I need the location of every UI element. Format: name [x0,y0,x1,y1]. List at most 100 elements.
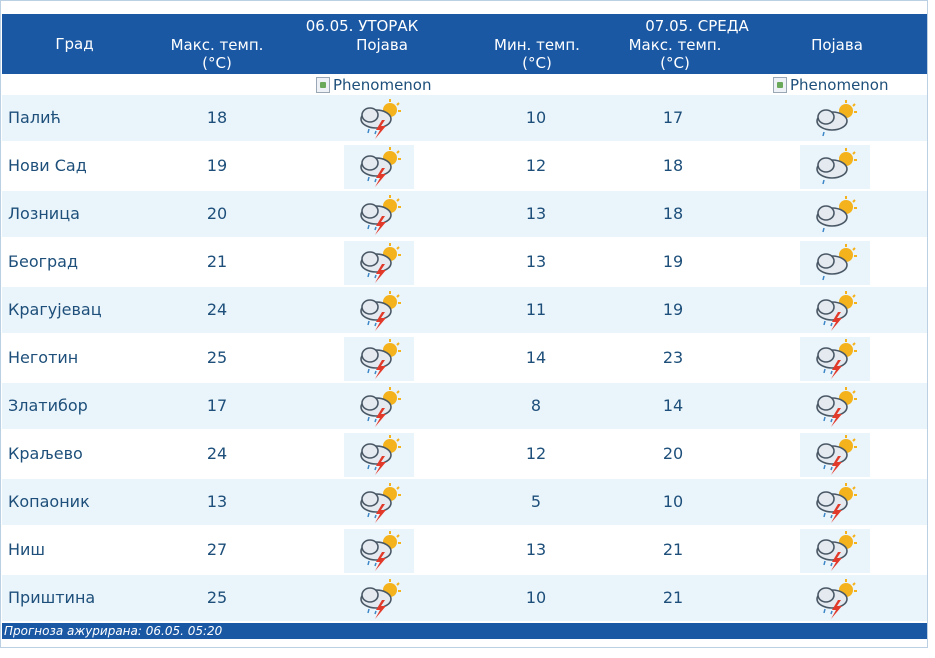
header-day1-max: Макс. темп. (°C) [152,36,282,72]
city-name: Нови Сад [8,156,87,175]
day2-max-temp: 23 [662,348,684,367]
city-name: Палић [8,108,61,127]
header-day2-min-unit: (°C) [522,54,552,72]
cloudy-sun-rain-icon [800,193,870,237]
day2-max-temp: 20 [662,444,684,463]
day2-max-temp: 19 [662,300,684,319]
broken-image-day1: Phenomenon [316,76,432,94]
day2-min-temp: 5 [530,492,542,511]
day2-min-temp: 13 [525,204,547,223]
header-day2-min-label: Мин. темп. [494,36,580,54]
phenomenon-image-row: Phenomenon Phenomenon [2,74,927,95]
table-header: Град 06.05. УТОРАК Макс. темп. (°C) Поја… [2,14,927,74]
thunderstorm-sun-icon [800,481,870,525]
header-day1-phenomenon: Појава [356,36,408,54]
city-name: Краљево [8,444,83,463]
table-row: Београд 21 13 19 [2,239,927,285]
header-day2-max: Макс. темп. (°C) [610,36,740,72]
thunderstorm-sun-icon [344,577,414,621]
broken-image-alt-text: Phenomenon [333,76,432,94]
broken-image-icon [316,77,330,93]
day1-max-temp: 18 [206,108,228,127]
day2-min-temp: 13 [525,540,547,559]
day2-min-temp: 14 [525,348,547,367]
day2-max-temp: 14 [662,396,684,415]
thunderstorm-sun-icon [344,289,414,333]
city-name: Крагујевац [8,300,102,319]
broken-image-day2: Phenomenon [773,76,889,94]
city-name: Златибор [8,396,88,415]
day2-min-temp: 12 [525,444,547,463]
city-name: Лозница [8,204,80,223]
thunderstorm-sun-icon [344,97,414,141]
thunderstorm-sun-icon [800,289,870,333]
header-day2-max-unit: (°C) [660,54,690,72]
header-day2-max-label: Макс. темп. [628,36,722,54]
day2-min-temp: 10 [525,108,547,127]
day1-max-temp: 24 [206,300,228,319]
day2-max-temp: 21 [662,588,684,607]
day1-max-temp: 19 [206,156,228,175]
table-row: Нови Сад 19 12 18 [2,143,927,189]
thunderstorm-sun-icon [800,433,870,477]
header-day2-date: 07.05. СРЕДА [645,17,749,35]
footer-updated-text: Прогноза ажурирана: 06.05. 05:20 [4,624,223,638]
day2-max-temp: 18 [662,204,684,223]
thunderstorm-sun-icon [344,529,414,573]
day1-max-temp: 20 [206,204,228,223]
city-name: Београд [8,252,79,271]
day2-min-temp: 11 [525,300,547,319]
thunderstorm-sun-icon [344,241,414,285]
broken-image-alt-text: Phenomenon [790,76,889,94]
table-row: Палић 18 10 17 [2,95,927,141]
thunderstorm-sun-icon [800,577,870,621]
day2-min-temp: 10 [525,588,547,607]
header-day1-max-label: Макс. темп. [170,36,264,54]
thunderstorm-sun-icon [344,433,414,477]
thunderstorm-sun-icon [344,337,414,381]
table-row: Крагујевац 24 11 19 [2,287,927,333]
table-row: Неготин 25 14 23 [2,335,927,381]
thunderstorm-sun-icon [800,529,870,573]
day2-max-temp: 21 [662,540,684,559]
city-name: Неготин [8,348,79,367]
broken-image-icon [773,77,787,93]
thunderstorm-sun-icon [344,145,414,189]
city-name: Ниш [8,540,46,559]
thunderstorm-sun-icon [800,337,870,381]
thunderstorm-sun-icon [344,193,414,237]
day1-max-temp: 25 [206,348,228,367]
cloudy-sun-rain-icon [800,97,870,141]
header-city: Град [55,35,94,53]
table-row: Лозница 20 13 18 [2,191,927,237]
table-body: Палић 18 10 17 Нови Сад 19 12 18 Лозница 20 13 18 Бе… [2,95,927,623]
table-row: Ниш 27 13 21 [2,527,927,573]
forecast-table: Град 06.05. УТОРАК Макс. темп. (°C) Поја… [0,0,928,648]
table-row: Златибор 17 8 14 [2,383,927,429]
header-day2-phenomenon: Појава [811,36,863,54]
header-day1-max-unit: (°C) [202,54,232,72]
day2-min-temp: 8 [530,396,542,415]
thunderstorm-sun-icon [344,481,414,525]
day2-max-temp: 17 [662,108,684,127]
day1-max-temp: 24 [206,444,228,463]
city-name: Приштина [8,588,96,607]
table-row: Копаоник 13 5 10 [2,479,927,525]
day2-max-temp: 10 [662,492,684,511]
day1-max-temp: 27 [206,540,228,559]
day1-max-temp: 13 [206,492,228,511]
city-name: Копаоник [8,492,90,511]
day2-min-temp: 12 [525,156,547,175]
cloudy-sun-rain-icon [800,145,870,189]
day2-max-temp: 18 [662,156,684,175]
cloudy-sun-rain-icon [800,241,870,285]
day1-max-temp: 25 [206,588,228,607]
header-day1-date: 06.05. УТОРАК [305,17,419,35]
day1-max-temp: 17 [206,396,228,415]
header-day2-min: Мин. темп. (°C) [472,36,602,72]
table-row: Краљево 24 12 20 [2,431,927,477]
thunderstorm-sun-icon [344,385,414,429]
day1-max-temp: 21 [206,252,228,271]
table-row: Приштина 25 10 21 [2,575,927,621]
thunderstorm-sun-icon [800,385,870,429]
